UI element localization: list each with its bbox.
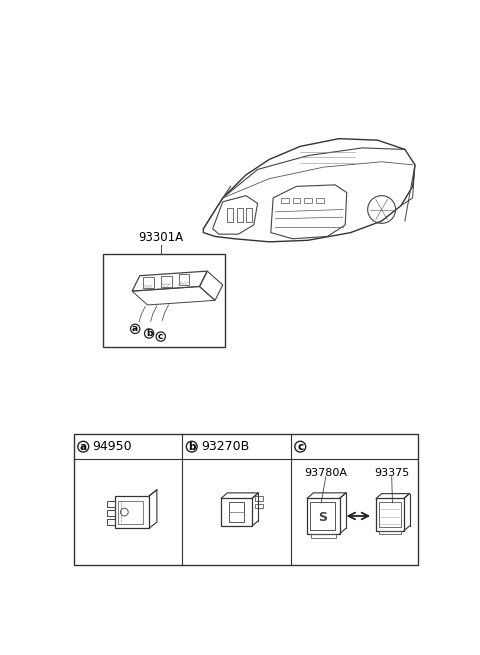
Bar bbox=[246, 208, 252, 222]
Bar bbox=[107, 519, 115, 525]
Bar bbox=[379, 502, 401, 527]
Text: 93780A: 93780A bbox=[304, 468, 348, 478]
Bar bbox=[304, 198, 312, 203]
Text: c: c bbox=[158, 332, 163, 341]
Bar bbox=[107, 500, 115, 507]
Text: 93301A: 93301A bbox=[138, 231, 183, 244]
Text: c: c bbox=[297, 441, 303, 452]
Bar bbox=[115, 496, 149, 529]
Bar bbox=[103, 254, 225, 346]
Text: 93375: 93375 bbox=[374, 468, 409, 478]
Bar bbox=[281, 198, 288, 203]
Text: S: S bbox=[318, 511, 327, 524]
Bar bbox=[316, 198, 324, 203]
Text: a: a bbox=[132, 324, 138, 333]
Bar bbox=[255, 504, 263, 508]
Text: b: b bbox=[188, 441, 195, 452]
Bar bbox=[229, 502, 244, 522]
Text: 94950: 94950 bbox=[93, 440, 132, 453]
Bar bbox=[255, 496, 263, 500]
Bar bbox=[179, 274, 190, 285]
Bar bbox=[227, 208, 233, 222]
Text: b: b bbox=[146, 329, 152, 338]
Bar bbox=[237, 208, 243, 222]
Bar bbox=[292, 198, 300, 203]
Bar bbox=[107, 510, 115, 516]
Bar bbox=[311, 502, 335, 530]
Bar bbox=[307, 498, 340, 534]
Bar bbox=[311, 534, 336, 538]
Bar bbox=[221, 498, 252, 526]
Text: 93270B: 93270B bbox=[201, 440, 249, 453]
Bar bbox=[161, 276, 172, 286]
Bar bbox=[379, 531, 401, 534]
Bar bbox=[143, 277, 154, 288]
Bar bbox=[376, 498, 404, 531]
Bar bbox=[118, 500, 143, 523]
Text: a: a bbox=[80, 441, 87, 452]
Bar bbox=[74, 434, 418, 565]
